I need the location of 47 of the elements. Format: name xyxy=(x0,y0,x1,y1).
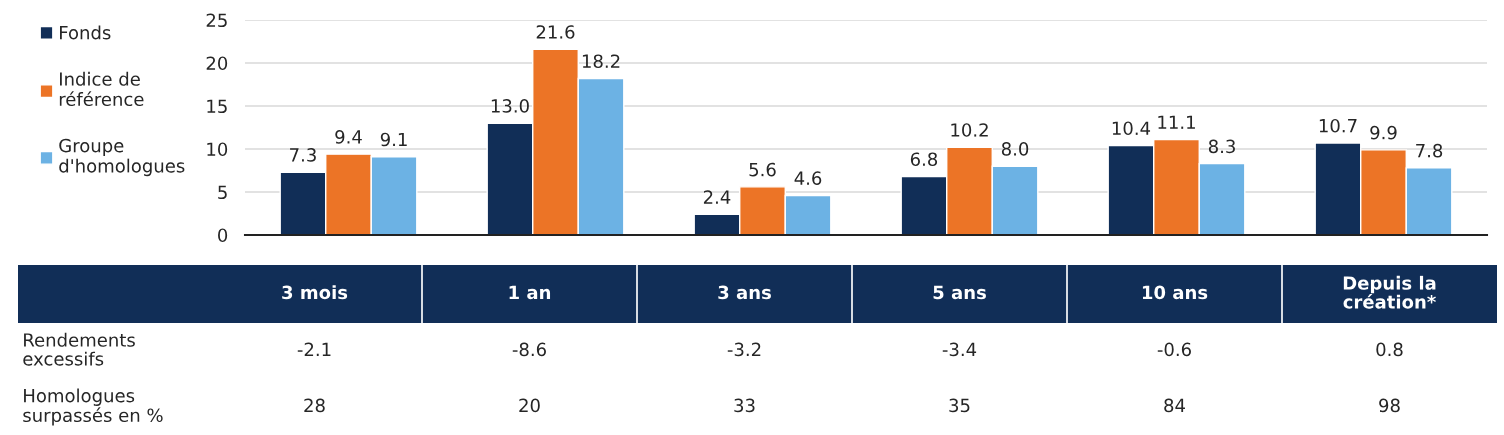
text: Rendements excessifs xyxy=(23,332,135,366)
data-label: 20 xyxy=(519,398,540,413)
y-tick-label: 25 xyxy=(206,13,227,28)
data-label: 5.6 xyxy=(749,162,776,177)
data-label: 33 xyxy=(734,398,755,413)
text: Homologues surpassés en % xyxy=(23,388,163,426)
data-label: 10.2 xyxy=(951,123,988,137)
y-tick-label: 0 xyxy=(218,228,228,243)
data-label: 10.4 xyxy=(1112,121,1151,136)
data-label: 8.0 xyxy=(1001,142,1029,156)
data-label: 84 xyxy=(1164,398,1185,413)
legend-label: Indice de référence xyxy=(59,71,144,107)
data-label: 2.4 xyxy=(703,190,731,204)
data-label: 11.1 xyxy=(1158,115,1195,129)
category-label: 3 ans xyxy=(718,285,771,300)
category-label: 3 mois xyxy=(282,285,348,300)
category-label: 1 an xyxy=(509,285,551,300)
data-label: 9.9 xyxy=(1370,125,1397,140)
y-tick-label: 20 xyxy=(206,56,228,71)
data-label: 7.3 xyxy=(290,148,316,162)
y-tick-label: 10 xyxy=(207,142,228,157)
data-label: 21.6 xyxy=(536,25,575,39)
legend-label: Fonds xyxy=(60,25,111,40)
category-label: Depuis la création* xyxy=(1343,275,1436,309)
data-label: -8.6 xyxy=(512,342,546,357)
legend-label: Groupe d'homologues xyxy=(59,138,185,177)
data-label: 0.8 xyxy=(1376,342,1403,357)
data-label: -3.4 xyxy=(942,342,977,357)
data-label: 8.3 xyxy=(1208,139,1235,154)
data-label: 6.8 xyxy=(910,152,938,167)
data-label: 10.7 xyxy=(1319,118,1357,133)
data-label: 4.6 xyxy=(794,171,822,185)
y-tick-label: 15 xyxy=(207,99,227,114)
data-label: 28 xyxy=(304,398,325,413)
category-label: 10 ans xyxy=(1142,285,1208,300)
data-label: 13.0 xyxy=(491,99,529,113)
category-label: 5 ans xyxy=(933,285,986,300)
data-label: -0.6 xyxy=(1157,342,1191,357)
data-label: 7.8 xyxy=(1416,143,1443,158)
y-tick-label: 5 xyxy=(218,185,227,200)
data-label: -3.2 xyxy=(727,342,761,357)
data-label: -2.1 xyxy=(297,342,331,356)
data-label: 9.1 xyxy=(380,132,407,147)
data-label: 18.2 xyxy=(582,54,620,69)
data-label: 98 xyxy=(1379,398,1400,413)
data-label: 35 xyxy=(949,398,970,413)
data-label: 9.4 xyxy=(335,130,362,144)
